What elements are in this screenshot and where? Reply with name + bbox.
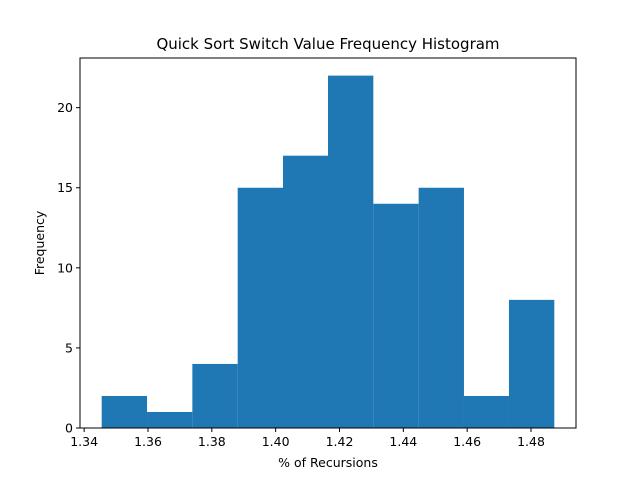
histogram-bar-6 (328, 75, 374, 428)
histogram-bar-1 (101, 395, 148, 428)
histogram-bar-7 (373, 203, 419, 428)
histogram-bar-9 (463, 395, 509, 428)
y-tick-label-1: 0 (65, 421, 73, 436)
x-tick-label-7: 1.46 (453, 434, 481, 449)
x-tick-label-4: 1.40 (262, 434, 290, 449)
histogram-bar-10 (508, 299, 555, 428)
y-axis-ticks: 0 5 10 15 20 (57, 100, 80, 436)
y-axis-label: Frequency (32, 210, 47, 275)
histogram-bar-2 (147, 411, 193, 428)
x-tick-label-3: 1.38 (198, 434, 226, 449)
histogram-bar-8 (418, 187, 464, 428)
plot-frame (79, 57, 577, 429)
x-tick-label-6: 1.44 (389, 434, 417, 449)
y-tick-label-2: 5 (65, 340, 73, 355)
histogram-bar-5 (282, 155, 328, 428)
histogram-bar-4 (237, 187, 283, 428)
y-tick-label-4: 15 (57, 180, 73, 195)
x-tick-label-2: 1.36 (134, 434, 162, 449)
y-tick-label-3: 10 (57, 260, 73, 275)
x-axis-ticks: 1.34 1.36 1.38 1.40 1.42 1.44 1.46 1.48 (70, 428, 545, 449)
bars-group (101, 75, 555, 428)
x-tick-label-5: 1.42 (326, 434, 354, 449)
x-tick-label-8: 1.48 (517, 434, 545, 449)
x-tick-label-1: 1.34 (70, 434, 98, 449)
histogram-bar-3 (192, 363, 238, 428)
x-axis-label: % of Recursions (278, 455, 378, 470)
chart-title: Quick Sort Switch Value Frequency Histog… (156, 35, 499, 53)
y-tick-label-5: 20 (57, 100, 73, 115)
